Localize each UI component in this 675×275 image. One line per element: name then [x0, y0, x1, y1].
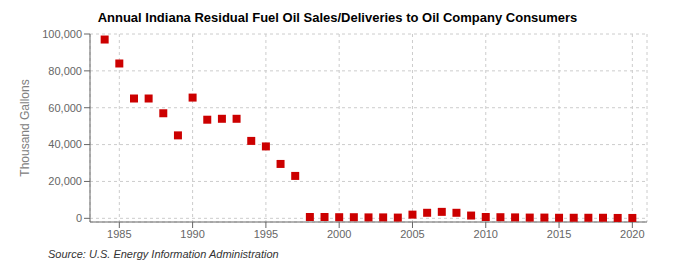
svg-text:2020: 2020 — [620, 228, 644, 240]
svg-text:2010: 2010 — [474, 228, 498, 240]
svg-text:2005: 2005 — [400, 228, 424, 240]
svg-text:40,000: 40,000 — [48, 138, 82, 150]
svg-text:Thousand Gallons: Thousand Gallons — [18, 79, 32, 176]
svg-text:1985: 1985 — [107, 228, 131, 240]
svg-text:2000: 2000 — [327, 228, 351, 240]
svg-text:60,000: 60,000 — [48, 102, 82, 114]
svg-text:1995: 1995 — [254, 228, 278, 240]
svg-text:80,000: 80,000 — [48, 65, 82, 77]
svg-text:2015: 2015 — [547, 228, 571, 240]
svg-text:0: 0 — [76, 212, 82, 224]
svg-text:20,000: 20,000 — [48, 175, 82, 187]
html-text:Source: U.S. Energy Informatio: Source: U.S. Energy Information Administ… — [48, 248, 279, 260]
html-text:Annual Indiana Residual Fuel O: Annual Indiana Residual Fuel Oil Sales/D… — [97, 10, 578, 25]
svg-text:100,000: 100,000 — [42, 28, 82, 40]
svg-text:1990: 1990 — [180, 228, 204, 240]
